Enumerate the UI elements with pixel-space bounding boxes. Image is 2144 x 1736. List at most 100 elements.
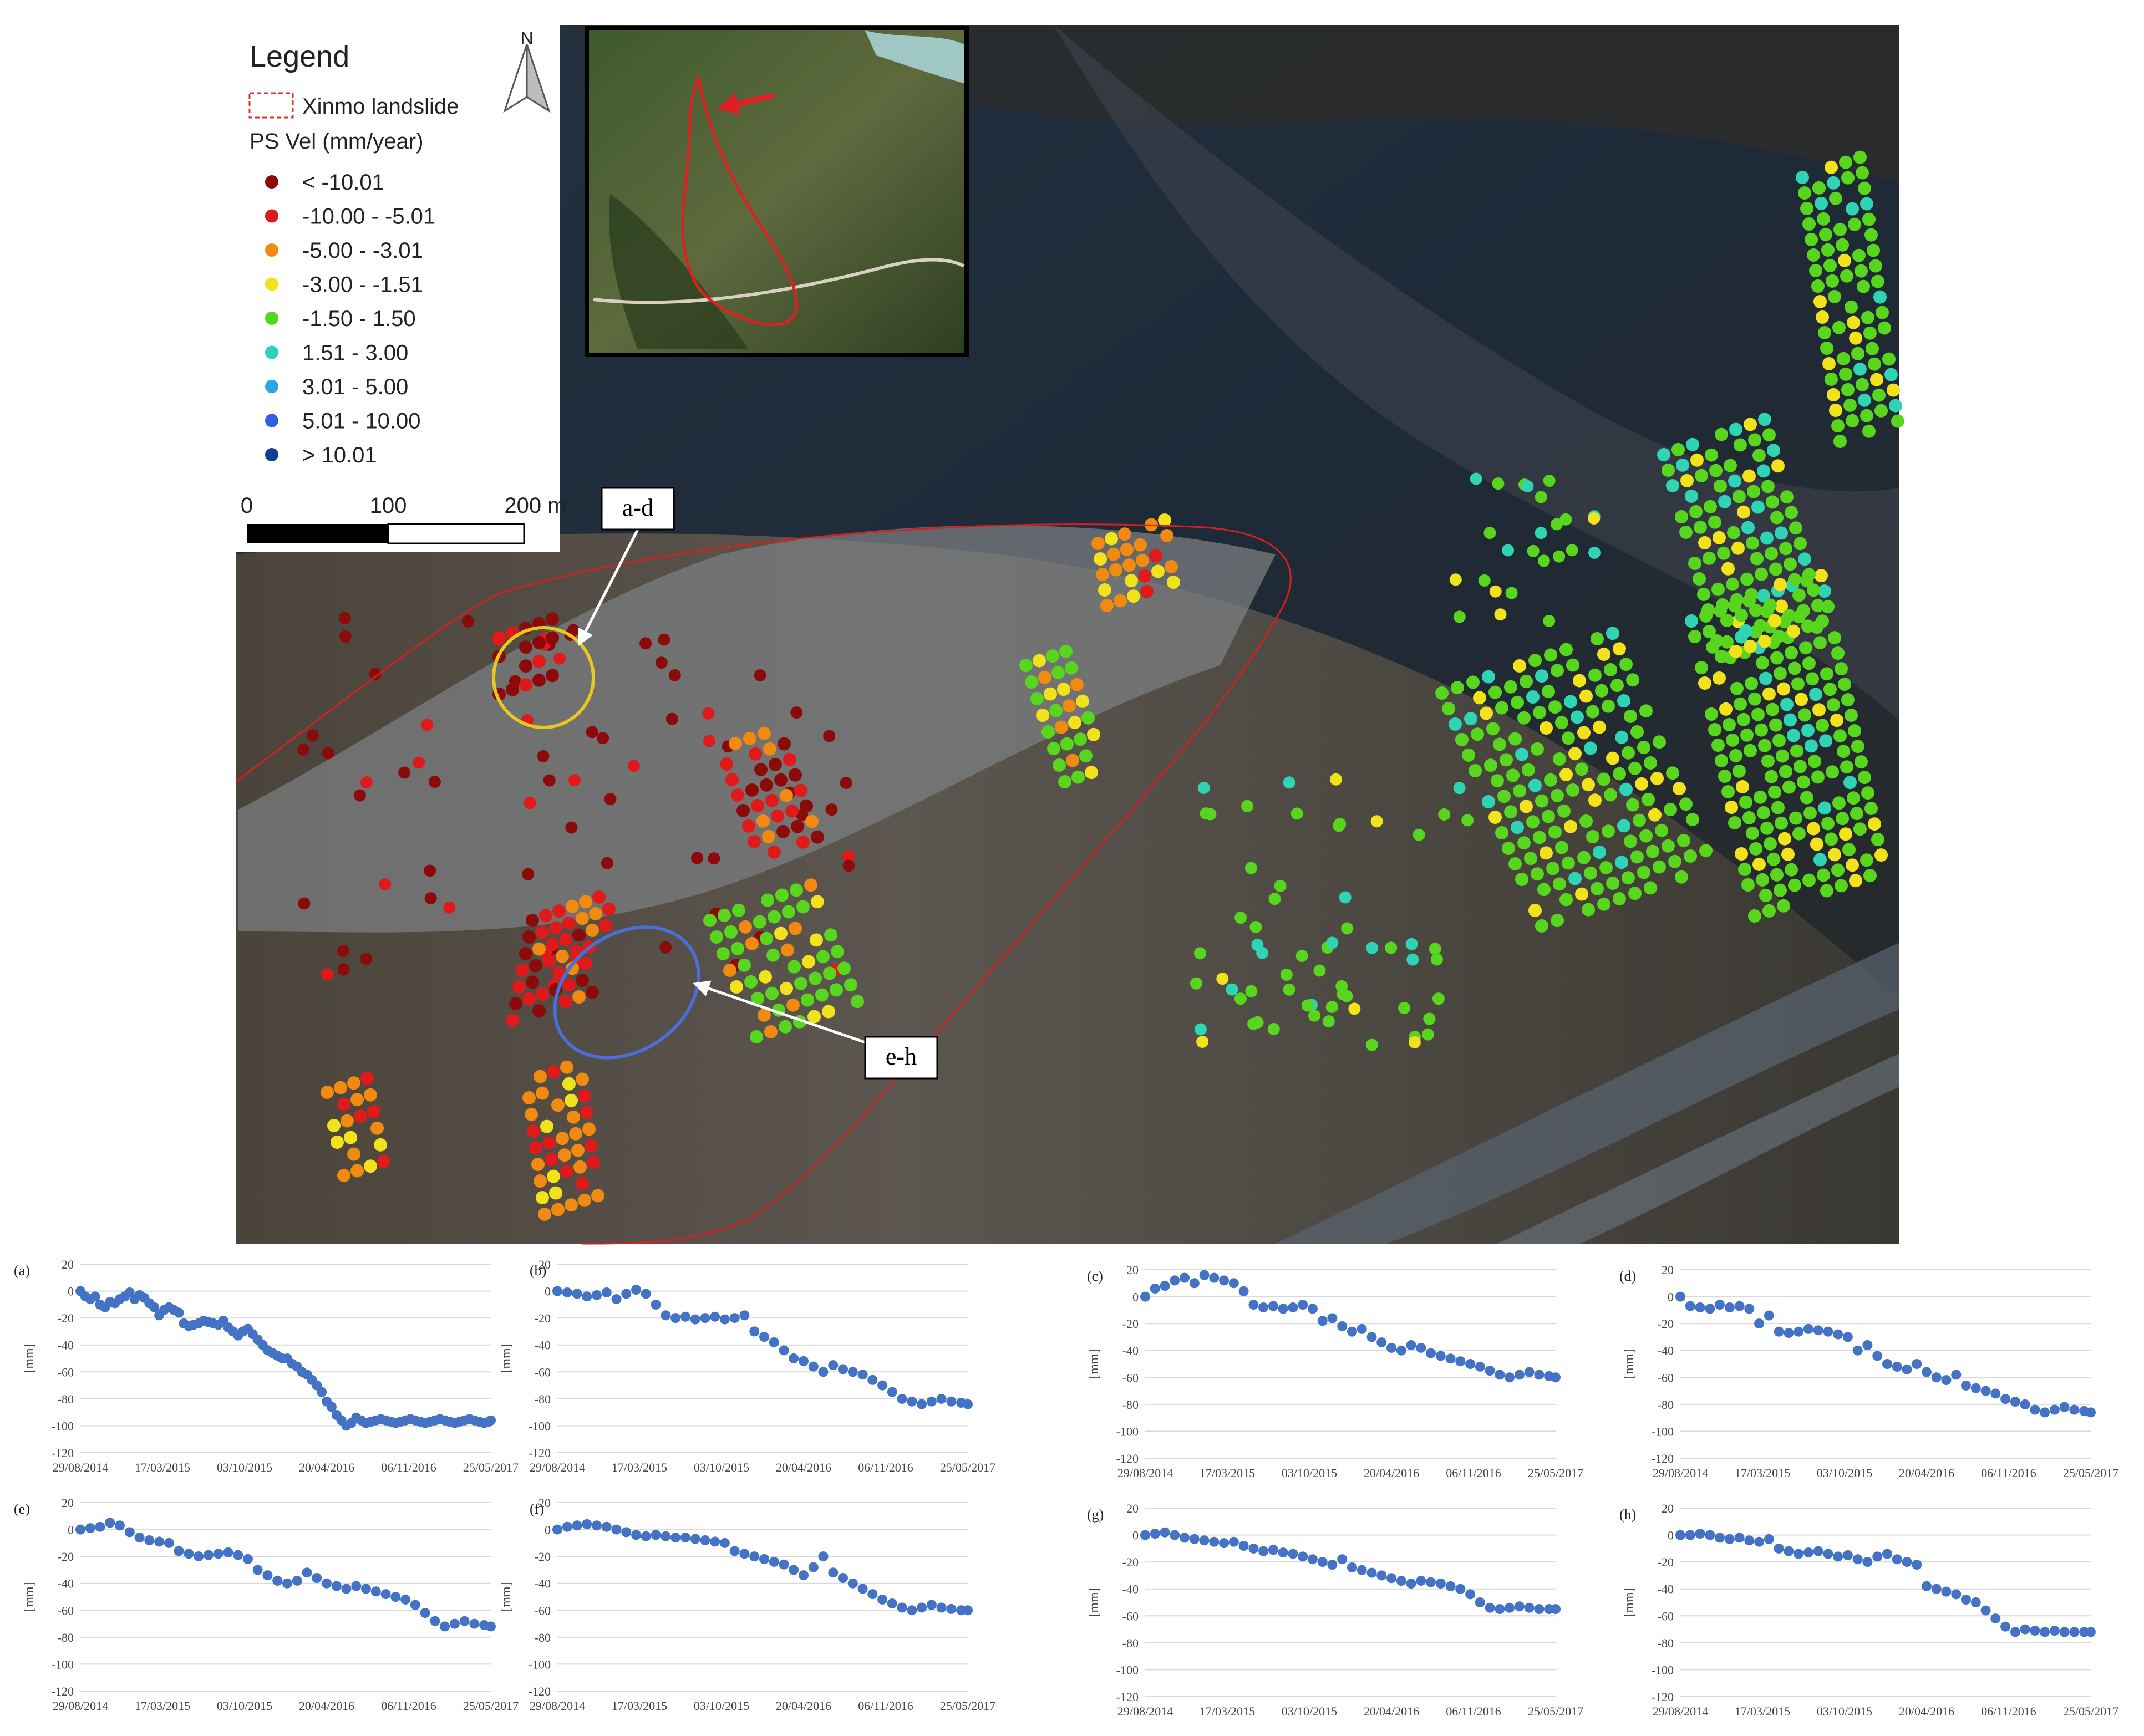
ps-point (572, 928, 586, 942)
ps-point (702, 707, 715, 720)
ps-point (1833, 222, 1847, 236)
ps-point (1767, 852, 1780, 866)
ps-point (377, 1154, 390, 1168)
ps-point (776, 824, 790, 838)
data-point (828, 1360, 839, 1371)
ps-point (1149, 549, 1162, 563)
ps-point (1644, 756, 1657, 770)
data-point (769, 1556, 779, 1567)
data-point (946, 1603, 957, 1614)
ps-point (801, 993, 814, 1007)
ps-point (542, 954, 556, 968)
ps-point (529, 1141, 542, 1154)
x-tick-label: 25/05/2017 (940, 1460, 995, 1474)
ps-point (1063, 699, 1076, 713)
ps-point (1800, 202, 1813, 215)
scale-bar-white (387, 523, 525, 544)
data-point (2086, 1407, 2096, 1418)
ps-point (1517, 836, 1531, 850)
data-point (661, 1531, 671, 1541)
ps-point (1857, 279, 1870, 293)
ps-point (1869, 259, 1882, 273)
ps-point (1655, 823, 1668, 837)
y-axis-label: [mm] (1622, 1587, 1637, 1617)
ps-point (754, 762, 768, 776)
ps-point (1639, 829, 1653, 843)
ps-point (1705, 448, 1718, 462)
ps-point (1059, 644, 1073, 658)
ps-point (1684, 849, 1697, 863)
data-point (351, 1581, 362, 1591)
ps-point (1680, 474, 1694, 487)
ps-point (1715, 754, 1728, 767)
ps-point (1689, 505, 1703, 518)
data-point (621, 1527, 632, 1538)
ps-point (1234, 992, 1247, 1005)
data-point (1842, 1550, 1853, 1560)
ps-point (537, 750, 550, 762)
ps-point (1615, 730, 1628, 744)
data-point (1922, 1367, 1932, 1377)
y-tick-label: -80 (1658, 1636, 1674, 1650)
ps-point (1528, 654, 1542, 668)
ps-point (759, 970, 772, 984)
ps-point (1775, 816, 1788, 830)
legend-swatch-1 (265, 209, 278, 223)
ps-point (1584, 741, 1597, 755)
ps-point (1757, 464, 1770, 478)
data-point (242, 1554, 253, 1564)
x-tick-label: 17/03/2015 (612, 1460, 667, 1474)
data-point (1823, 1549, 1833, 1559)
data-point (601, 1521, 612, 1532)
data-point (907, 1605, 917, 1616)
ps-point (796, 835, 810, 849)
ps-point (360, 1071, 374, 1085)
ps-point (1716, 598, 1729, 612)
ps-point (779, 1020, 792, 1034)
ps-point (1537, 883, 1551, 897)
ps-point (1860, 853, 1873, 867)
ps-point (805, 814, 819, 828)
ps-point (1778, 832, 1791, 846)
ps-point (1495, 826, 1508, 839)
ps-point (1517, 711, 1531, 725)
data-point (272, 1575, 283, 1586)
ps-point (1840, 760, 1853, 774)
ps-point (1761, 480, 1775, 493)
ps-point (778, 737, 791, 751)
ps-point (1551, 788, 1564, 802)
ps-point (1709, 464, 1723, 477)
ps-point (1846, 858, 1859, 872)
ps-point (1876, 306, 1889, 319)
y-tick-label: -80 (535, 1392, 551, 1406)
data-point (1803, 1547, 1813, 1558)
data-point (1862, 1557, 1873, 1567)
data-point (1980, 1605, 1991, 1616)
ps-point (519, 640, 532, 654)
ps-point (1542, 685, 1555, 699)
panel-label: (d) (1619, 1268, 1636, 1284)
eh-highlight-ellipse (553, 925, 700, 1060)
ps-point (522, 992, 536, 1006)
data-point (1376, 1337, 1387, 1348)
data-point (926, 1396, 937, 1407)
y-tick-label: -20 (1122, 1555, 1139, 1569)
ps-point (546, 612, 559, 626)
ps-point (1677, 834, 1690, 847)
ps-point (1114, 594, 1127, 608)
ps-point (1370, 815, 1383, 828)
y-tick-label: -80 (1122, 1636, 1139, 1650)
ps-point (1619, 782, 1633, 796)
ps-point (1515, 873, 1528, 886)
data-point (1941, 1375, 1952, 1386)
data-point (1150, 1529, 1160, 1539)
ps-point (1520, 800, 1533, 813)
ps-point (1711, 739, 1725, 752)
data-point (917, 1602, 927, 1613)
ps-point (1505, 587, 1518, 599)
ps-point (1138, 569, 1151, 583)
ps-point (519, 947, 532, 960)
data-point (719, 1538, 730, 1548)
ps-point (307, 729, 319, 742)
ps-point (1737, 505, 1750, 519)
